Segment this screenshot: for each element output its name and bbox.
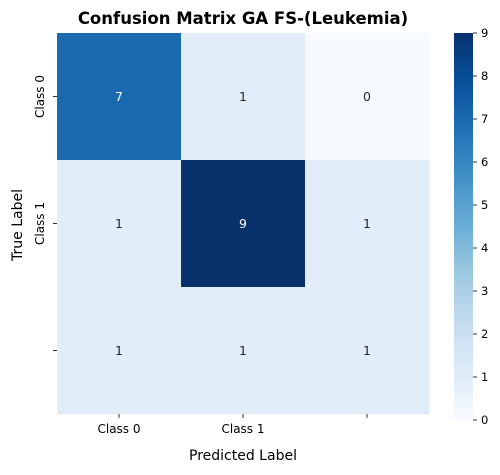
- colorbar-tick-label-1: 1: [481, 370, 488, 384]
- cell-value-r1-c1: 9: [239, 216, 247, 231]
- y-axis-label: True Label: [10, 189, 26, 262]
- colorbar: [454, 33, 473, 420]
- colorbar-tick-label-6: 6: [481, 155, 488, 169]
- heatmap-cells: 7 1 0 1 9 1 1 1 1: [57, 33, 430, 415]
- colorbar-tick-label-7: 7: [481, 112, 488, 126]
- cell-value-r2-c1: 1: [239, 343, 247, 358]
- y-tick-label-0: Class 0: [33, 75, 47, 118]
- cell-value-r1-c2: 1: [363, 216, 371, 231]
- colorbar-tick-label-0: 0: [481, 413, 488, 427]
- cell-value-r2-c2: 1: [363, 343, 371, 358]
- colorbar-tick-label-5: 5: [481, 198, 488, 212]
- colorbar-tick-label-3: 3: [481, 284, 488, 298]
- y-axis-ticks: Class 0 Class 1: [33, 75, 57, 351]
- cell-value-r0-c0: 7: [115, 89, 123, 104]
- colorbar-tick-label-9: 9: [481, 26, 488, 40]
- cell-value-r0-c1: 1: [239, 89, 247, 104]
- colorbar-tick-label-2: 2: [481, 327, 488, 341]
- cell-value-r0-c2: 0: [363, 89, 371, 104]
- x-tick-label-0: Class 0: [97, 422, 140, 436]
- x-axis-label: Predicted Label: [189, 448, 297, 464]
- colorbar-tick-label-8: 8: [481, 69, 488, 83]
- y-tick-label-1: Class 1: [33, 202, 47, 245]
- x-axis-ticks: Class 0 Class 1: [97, 414, 367, 436]
- colorbar-tick-label-4: 4: [481, 241, 488, 255]
- chart-title: Confusion Matrix GA FS-(Leukemia): [78, 9, 408, 28]
- x-tick-label-1: Class 1: [221, 422, 264, 436]
- colorbar-ticks: 0 1 2 3 4 5 6 7 8 9: [473, 26, 488, 427]
- cell-value-r2-c0: 1: [115, 343, 123, 358]
- cell-value-r1-c0: 1: [115, 216, 123, 231]
